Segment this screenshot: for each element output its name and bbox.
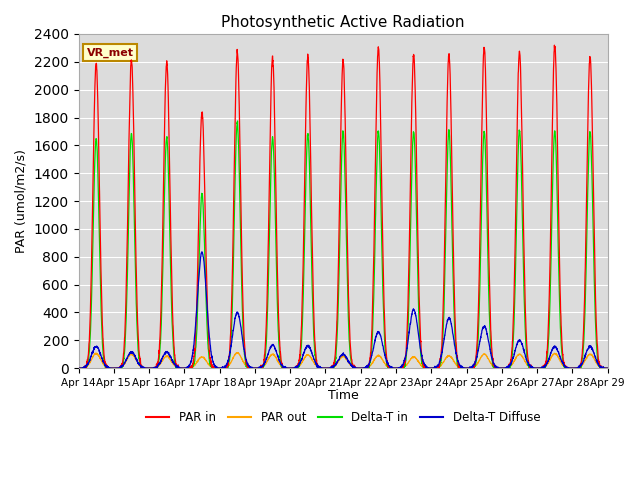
Y-axis label: PAR (umol/m2/s): PAR (umol/m2/s)	[15, 149, 28, 253]
X-axis label: Time: Time	[328, 389, 358, 402]
Title: Photosynthetic Active Radiation: Photosynthetic Active Radiation	[221, 15, 465, 30]
Text: VR_met: VR_met	[86, 48, 134, 58]
Legend: PAR in, PAR out, Delta-T in, Delta-T Diffuse: PAR in, PAR out, Delta-T in, Delta-T Dif…	[141, 407, 545, 429]
